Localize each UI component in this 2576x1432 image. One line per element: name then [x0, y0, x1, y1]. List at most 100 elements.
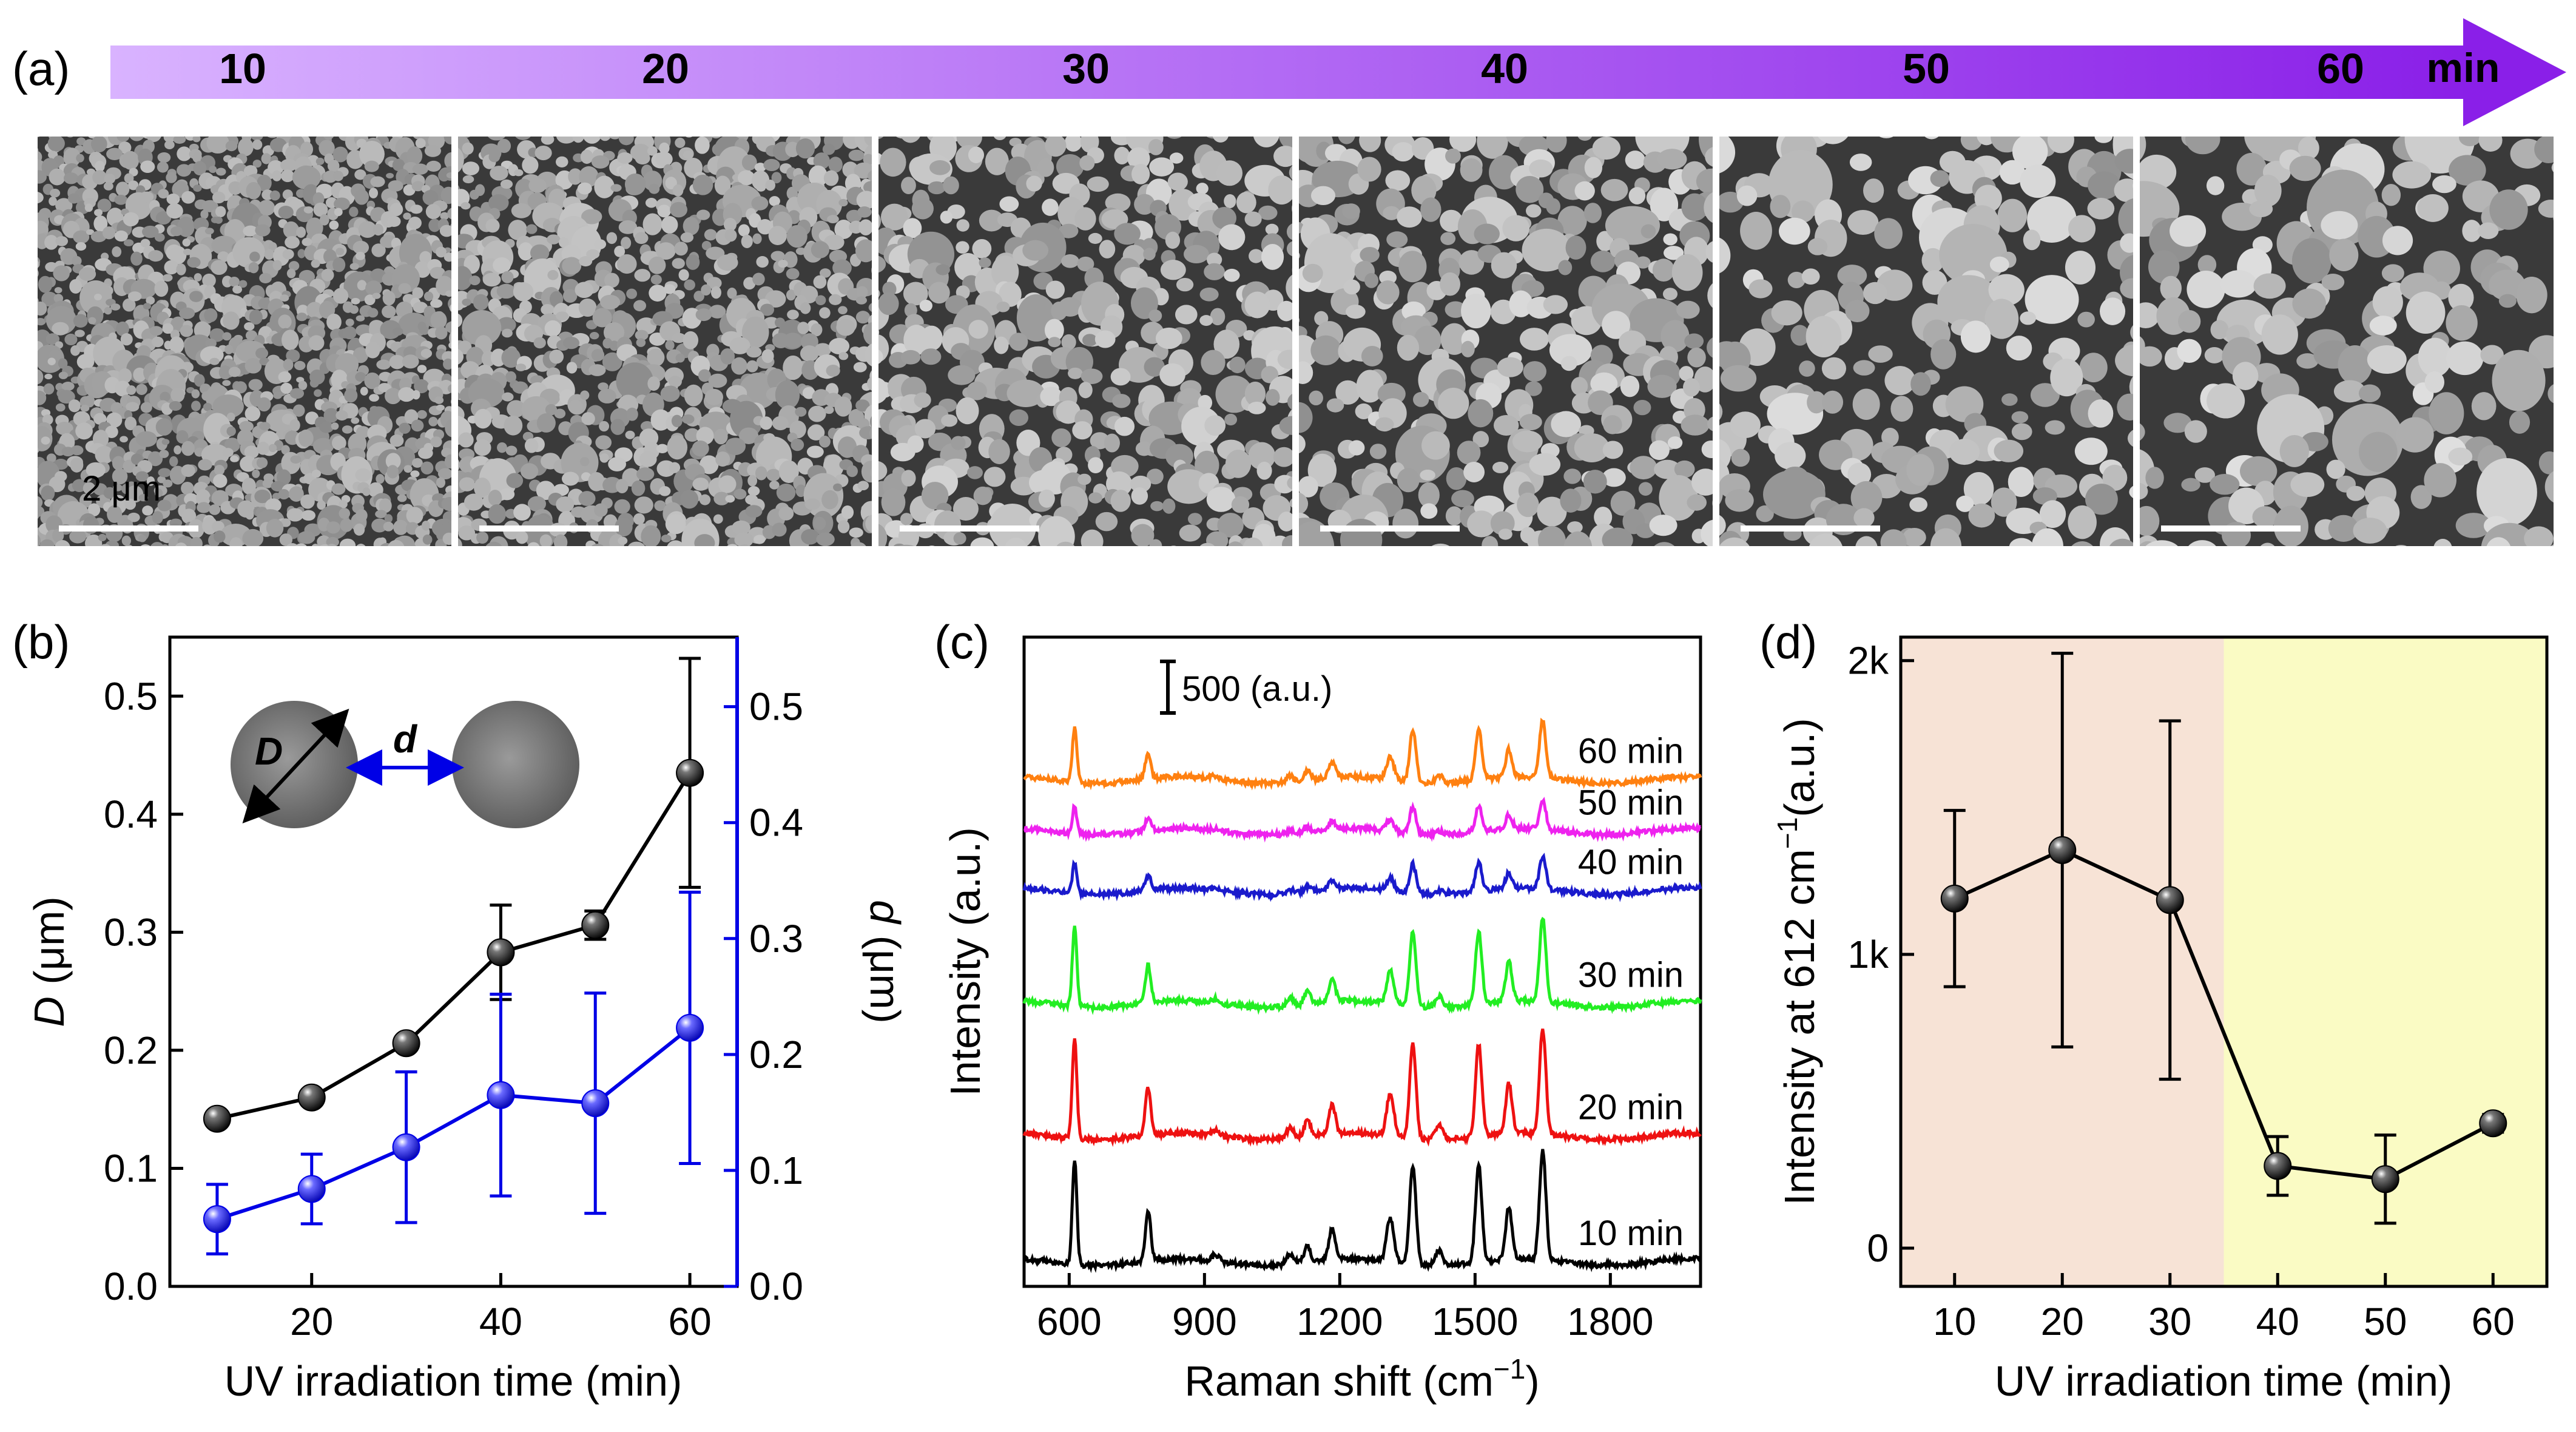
sem-grain [2534, 137, 2554, 163]
sem-grain [1603, 415, 1622, 434]
sem-grain [355, 372, 366, 382]
sem-grain [1377, 382, 1406, 405]
sem-grain [488, 151, 501, 163]
sem-grain [248, 262, 259, 274]
sem-grain [2261, 314, 2298, 355]
sem-grain [63, 172, 79, 184]
sem-grain [2381, 264, 2404, 282]
sem-grain [49, 197, 57, 206]
sem-grain [353, 523, 365, 536]
sem-grain [1467, 510, 1496, 538]
sem-grain [948, 365, 976, 385]
sem-grain [1577, 137, 1593, 141]
spectrum-label: 40 min [1578, 843, 1684, 882]
sem-grain [1217, 513, 1244, 538]
sem-grain [385, 388, 402, 405]
sem-grain [2006, 336, 2032, 361]
sem-grain [497, 138, 511, 154]
sem-grain [1162, 498, 1176, 514]
sem-grain [1213, 329, 1240, 359]
sem-grain [352, 240, 369, 255]
panel-b-ylabel-left-unit: (μm) [25, 896, 73, 996]
sem-grain [147, 451, 163, 467]
sem-grain [553, 534, 568, 546]
sem-grain [1274, 475, 1292, 494]
sem-grain [747, 486, 760, 496]
sem-grain [311, 470, 322, 478]
sem-grain [408, 216, 422, 229]
sem-grain [148, 250, 164, 262]
sem-grain [303, 206, 314, 214]
sem-grain [342, 425, 353, 434]
sem-grain [801, 529, 820, 545]
sem-grain [2047, 137, 2074, 154]
sem-grain [170, 387, 185, 403]
sem-grain [392, 158, 405, 172]
sem-grain [832, 259, 852, 277]
sem-grain [2418, 337, 2452, 377]
sem-grain [1247, 402, 1266, 414]
y-tick-label: 2k [1847, 639, 1889, 683]
sem-grain [192, 137, 201, 143]
sem-image-20min [458, 137, 872, 546]
sem-grain [49, 168, 66, 186]
sem-grain [2544, 471, 2554, 503]
sem-grain [55, 236, 69, 246]
sem-grain [1661, 320, 1690, 353]
sem-grain [434, 396, 444, 404]
sem-grain [1880, 529, 1907, 546]
sem-grain [1449, 137, 1477, 152]
sem-grain [412, 163, 428, 175]
sem-grain [2362, 559, 2391, 583]
sem-grain [355, 251, 365, 260]
sem-grains [458, 137, 872, 546]
sem-grain [372, 292, 381, 299]
sem-grain [2432, 281, 2452, 300]
sem-grain [539, 534, 552, 546]
sem-grain [75, 242, 87, 251]
sem-grain [1731, 448, 1750, 467]
sem-grain [252, 469, 260, 478]
sem-grain [1519, 414, 1542, 431]
sem-grain [606, 232, 618, 245]
sem-grain [701, 240, 712, 251]
sem-grain [588, 364, 606, 376]
sem-grain [855, 399, 870, 412]
sem-grain [55, 539, 70, 546]
sem-grain [246, 181, 261, 200]
sem-grain [230, 455, 239, 462]
sem-grain [1299, 492, 1309, 515]
sem-grain [83, 547, 97, 558]
sem-grain [846, 465, 858, 478]
sem-grain [1420, 469, 1435, 481]
sem-grain [800, 302, 811, 314]
sem-grain [1807, 391, 1826, 414]
sem-grain [1681, 414, 1710, 436]
sem-grain [562, 289, 578, 303]
sem-grain [103, 181, 113, 191]
sem-grain [1667, 436, 1683, 449]
sem-grain [738, 544, 750, 546]
sem-grain [2148, 250, 2180, 284]
sem-grain [1148, 309, 1162, 322]
sem-grain [2433, 539, 2452, 546]
sem-grain [2030, 383, 2060, 407]
sem-grain [43, 383, 55, 395]
sem-grain [711, 137, 721, 139]
sem-grain [323, 137, 334, 140]
sem-grain [547, 234, 561, 245]
sem-grain [1748, 279, 1773, 299]
sem-grain [38, 534, 41, 546]
sem-grain [2187, 271, 2225, 308]
sem-grain [187, 257, 201, 268]
sem-grain [589, 332, 599, 340]
sem-grain [238, 280, 248, 288]
sem-grain [1079, 155, 1095, 171]
sem-grain [95, 160, 105, 172]
sem-grain [166, 172, 177, 183]
sem-grain [402, 354, 419, 369]
sem-grain [1431, 543, 1450, 546]
sem-grain [1779, 217, 1810, 245]
sem-grain [417, 365, 427, 373]
sem-grain [2524, 526, 2554, 546]
